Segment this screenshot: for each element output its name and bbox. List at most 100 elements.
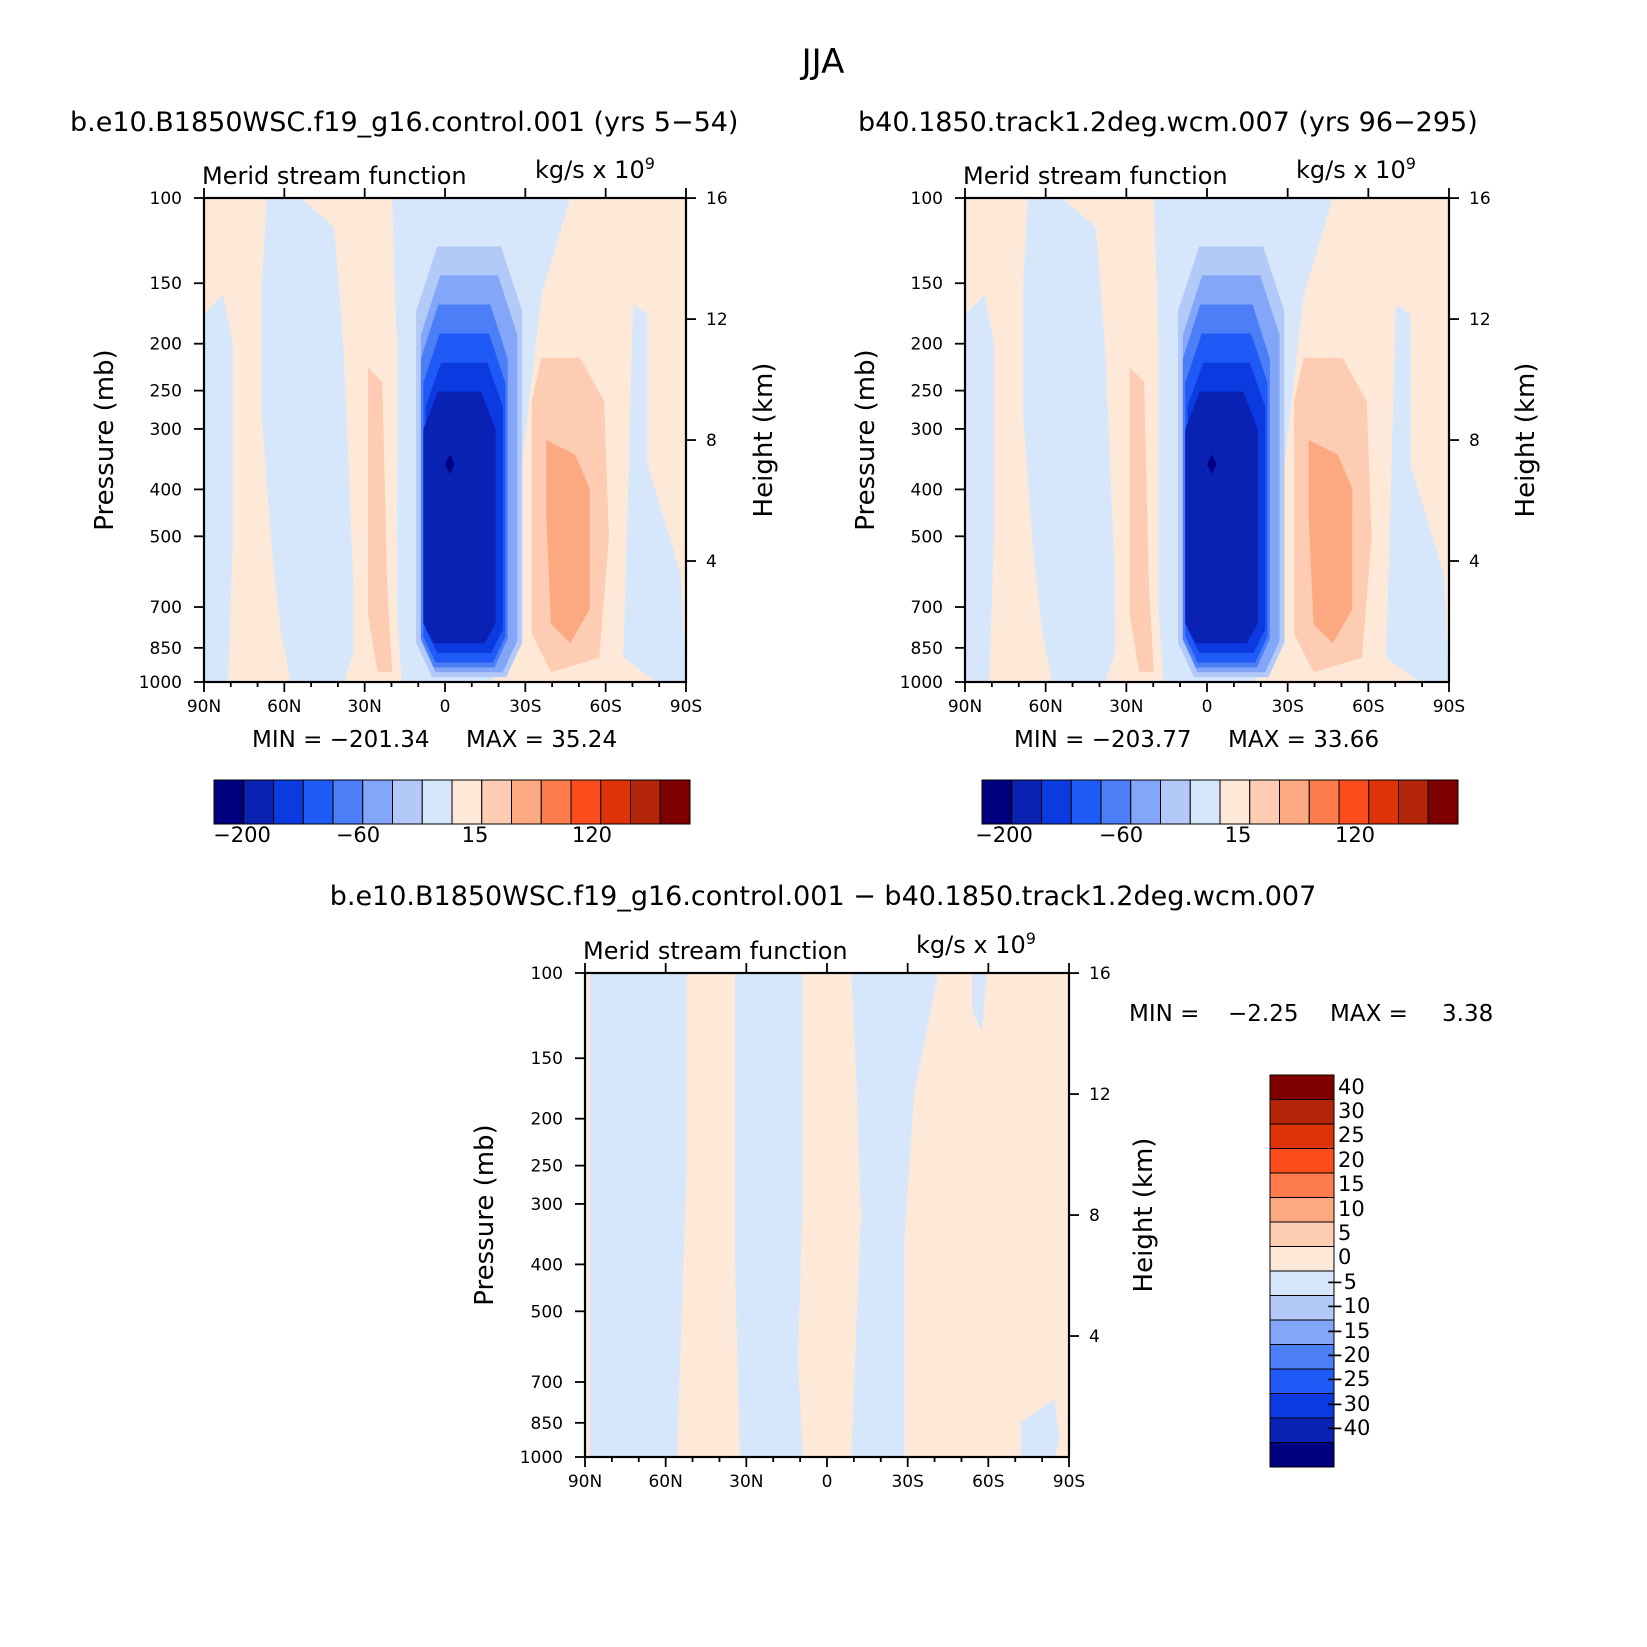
colorbar-swatch xyxy=(1368,779,1399,825)
y-tick-label: 400 xyxy=(150,480,182,500)
y-tick-label: 100 xyxy=(531,964,563,984)
colorbar-label: 10 xyxy=(1338,1197,1365,1221)
panel-wcm-ylabel: Pressure (mb) xyxy=(851,349,881,530)
x-tick-label: 90S xyxy=(1433,697,1465,717)
panel-difference-field xyxy=(585,973,1069,1457)
colorbar-swatch xyxy=(213,779,245,825)
colorbar-label: 120 xyxy=(572,823,612,847)
y-tick-label: 700 xyxy=(911,598,943,618)
panel-wcm-y-axis: 100 150 200 250 300 400 500 700 850 1000 xyxy=(900,189,965,693)
panel-difference-ylabel: Pressure (mb) xyxy=(470,1124,500,1305)
panel-wcm-min: MIN = −203.77 xyxy=(1014,727,1191,753)
colorbar-swatch xyxy=(392,779,423,825)
y2-tick-label: 12 xyxy=(1469,310,1491,330)
panel-wcm-y2-axis: 16 12 8 4 xyxy=(1449,189,1491,572)
panel-control-subtitle: b.e10.B1850WSC.f19_g16.control.001 (yrs … xyxy=(70,107,738,138)
panel-control-y2label: Height (km) xyxy=(749,363,779,518)
contour-region xyxy=(445,454,455,474)
contour-region xyxy=(1308,440,1353,644)
x-tick-label: 30S xyxy=(891,1472,923,1492)
contour-region xyxy=(261,198,354,682)
colorbar-swatch xyxy=(1130,779,1161,825)
colorbar-swatch xyxy=(511,779,542,825)
x-tick-label: 0 xyxy=(1202,697,1213,717)
contour-region xyxy=(1185,391,1258,644)
panel-wcm-subtitle: b40.1850.track1.2deg.wcm.007 (yrs 96−295… xyxy=(858,107,1478,138)
colorbar-swatch xyxy=(1269,1344,1335,1370)
panel-difference-x-axis: 90N 60N 30N 0 30S 60S 90S xyxy=(568,963,1085,1492)
y-tick-label: 850 xyxy=(911,639,943,659)
x-tick-label: 90S xyxy=(1053,1472,1085,1492)
y-tick-label: 150 xyxy=(150,274,182,294)
x-tick-label: 90N xyxy=(948,697,982,717)
colorbar-swatch xyxy=(630,779,661,825)
colorbar-swatch xyxy=(1189,779,1221,825)
panel-difference-colorbar-labels: 40 30 25 20 15 10 5 0 −5 −10 −15 −20 −25… xyxy=(1326,1075,1370,1440)
panel-wcm-max: MAX = 33.66 xyxy=(1228,727,1379,753)
panel-control-ylabel: Pressure (mb) xyxy=(90,349,120,530)
panel-wcm-y2label: Height (km) xyxy=(1511,363,1541,518)
colorbar-swatch xyxy=(1269,1368,1335,1394)
figure-title: JJA xyxy=(800,42,845,82)
y2-tick-label: 16 xyxy=(1089,964,1111,984)
y-tick-label: 300 xyxy=(531,1195,563,1215)
y-tick-label: 250 xyxy=(911,382,943,402)
colorbar-swatch xyxy=(570,779,602,825)
panel-difference-max-label: MAX = xyxy=(1330,1001,1408,1027)
colorbar-swatch xyxy=(1041,779,1072,825)
x-tick-label: 60N xyxy=(267,697,301,717)
colorbar-swatch xyxy=(451,779,483,825)
y-tick-label: 500 xyxy=(911,527,943,547)
colorbar-label: 40 xyxy=(1338,1075,1365,1099)
x-tick-label: 30N xyxy=(729,1472,763,1492)
colorbar-swatch xyxy=(1269,1393,1335,1419)
y-tick-label: 200 xyxy=(150,335,182,355)
contour-region xyxy=(1020,1398,1060,1457)
panel-difference-min-label: MIN = xyxy=(1129,1001,1199,1027)
y-tick-label: 700 xyxy=(531,1373,563,1393)
colorbar-label: 15 xyxy=(1338,1172,1365,1196)
colorbar-swatch xyxy=(421,779,453,825)
y2-tick-label: 4 xyxy=(1089,1327,1100,1347)
y-tick-label: 100 xyxy=(911,189,943,209)
colorbar-swatch xyxy=(481,779,512,825)
y-tick-label: 300 xyxy=(150,420,182,440)
colorbar-swatch xyxy=(273,779,304,825)
colorbar-swatch xyxy=(1269,1074,1335,1100)
y2-tick-label: 4 xyxy=(1469,552,1480,572)
x-tick-label: 30N xyxy=(1109,697,1143,717)
colorbar-swatch xyxy=(1070,779,1102,825)
colorbar-swatch xyxy=(1269,1442,1335,1468)
y-tick-label: 300 xyxy=(911,420,943,440)
colorbar-swatch xyxy=(1100,779,1132,825)
panel-control-field xyxy=(204,198,686,682)
y-tick-label: 100 xyxy=(150,189,182,209)
colorbar-label: −60 xyxy=(1099,823,1143,847)
panel-difference-units: kg/s x 109 xyxy=(916,929,1036,959)
colorbar-swatch xyxy=(1269,1197,1335,1223)
x-tick-label: 0 xyxy=(822,1472,833,1492)
colorbar-swatch xyxy=(1269,1295,1335,1321)
panel-difference-min-value: −2.25 xyxy=(1228,1001,1298,1027)
contour-region xyxy=(623,304,686,682)
y-tick-label: 1000 xyxy=(139,673,182,693)
y2-tick-label: 8 xyxy=(706,431,717,451)
colorbar-swatch xyxy=(1269,1270,1335,1296)
panel-difference: b.e10.B1850WSC.f19_g16.control.001 − b40… xyxy=(330,881,1494,1492)
x-tick-label: 60S xyxy=(1352,697,1384,717)
contour-region xyxy=(851,973,939,1457)
x-tick-label: 60S xyxy=(972,1472,1004,1492)
y2-tick-label: 12 xyxy=(1089,1085,1111,1105)
colorbar-swatch xyxy=(1269,1246,1335,1272)
y-tick-label: 500 xyxy=(150,527,182,547)
colorbar-swatch xyxy=(1427,779,1459,825)
colorbar-label: −40 xyxy=(1326,1416,1370,1440)
contour-region xyxy=(423,391,496,644)
colorbar-swatch xyxy=(1269,1417,1335,1443)
y2-tick-label: 4 xyxy=(706,552,717,572)
y2-tick-label: 16 xyxy=(706,189,728,209)
y-tick-label: 150 xyxy=(911,274,943,294)
colorbar-label: −30 xyxy=(1326,1392,1370,1416)
x-tick-label: 30S xyxy=(509,697,541,717)
